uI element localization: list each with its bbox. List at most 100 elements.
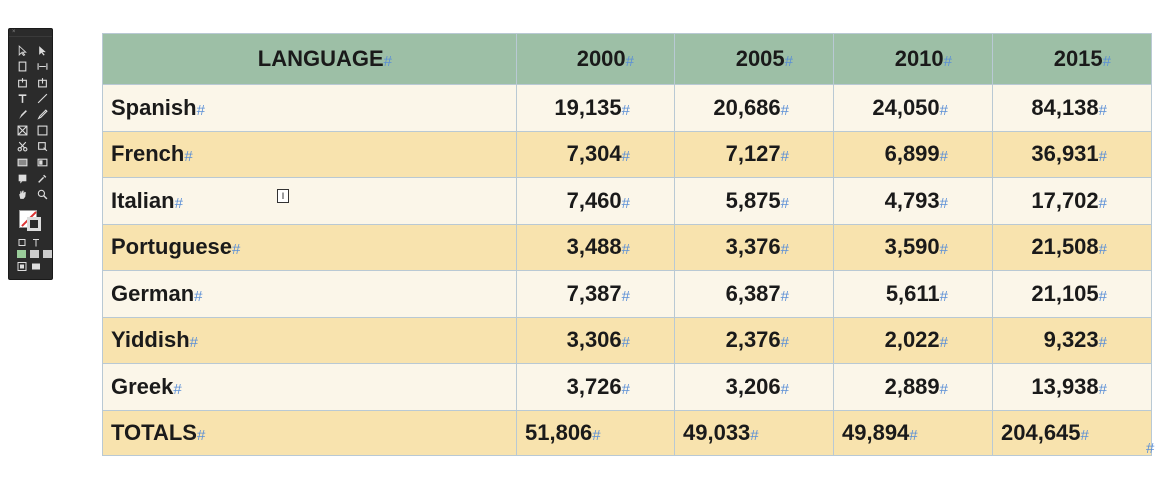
pencil-icon[interactable] [34, 107, 50, 122]
table-row: Greek# 3,726# 3,206# 2,889# 13,938# [102, 363, 1152, 411]
text-insertion-cursor-icon: I [277, 189, 289, 203]
hidden-char-mark: # [939, 287, 948, 305]
panel-grip[interactable]: × [9, 29, 52, 37]
value-cell[interactable]: 5,611# [833, 270, 993, 318]
hidden-char-mark: # [621, 101, 630, 119]
value-cell[interactable]: 3,488# [516, 223, 675, 271]
language-cell[interactable]: Portuguese# [102, 223, 517, 271]
value-cell[interactable]: 3,306# [516, 316, 675, 364]
header-language[interactable]: LANGUAGE# [102, 33, 517, 85]
hidden-char-mark: # [780, 148, 789, 166]
hidden-char-mark: # [1102, 53, 1111, 70]
direct-selection-icon[interactable] [14, 43, 30, 58]
rectangle-icon[interactable] [34, 123, 50, 138]
total-cell[interactable]: 49,033# [674, 409, 834, 456]
table-end-mark: # [1146, 440, 1155, 457]
value-cell[interactable]: 6,387# [674, 270, 834, 318]
value-cell[interactable]: 2,889# [833, 363, 993, 411]
content-placer-icon[interactable] [34, 75, 50, 90]
value-cell[interactable]: 7,304# [516, 130, 675, 178]
value-cell[interactable]: 4,793# [833, 177, 993, 225]
header-2005[interactable]: 2005# [674, 33, 834, 85]
content-collector-icon[interactable] [14, 75, 30, 90]
header-2000[interactable]: 2000# [516, 33, 675, 85]
hidden-char-mark: # [939, 334, 948, 352]
hidden-char-mark: # [621, 148, 630, 166]
hidden-char-mark: # [196, 426, 206, 444]
value-cell[interactable]: 3,726# [516, 363, 675, 411]
hidden-char-mark: # [750, 426, 759, 444]
value-cell[interactable]: 17,702# [992, 177, 1152, 225]
hidden-char-mark: # [909, 426, 918, 444]
value-cell[interactable]: 7,387# [516, 270, 675, 318]
selection-icon[interactable] [34, 43, 50, 58]
note-icon[interactable] [14, 171, 30, 186]
value-cell[interactable]: 5,875# [674, 177, 834, 225]
hidden-char-mark: # [621, 380, 630, 398]
gap-icon[interactable] [34, 59, 50, 74]
pen-icon[interactable] [14, 107, 30, 122]
screen-mode-icon[interactable] [31, 261, 41, 271]
value-cell[interactable]: 3,590# [833, 223, 993, 271]
value-cell[interactable]: 7,460# [516, 177, 675, 225]
header-2015[interactable]: 2015# [992, 33, 1152, 85]
formatting-container-icon[interactable] [17, 237, 27, 247]
hidden-char-mark: # [621, 194, 630, 212]
value-cell[interactable]: 19,135# [516, 84, 675, 132]
value-cell[interactable]: 20,686# [674, 84, 834, 132]
apply-none-icon[interactable] [43, 250, 52, 258]
rectangle-frame-icon[interactable] [14, 123, 30, 138]
total-cell[interactable]: 204,645# [992, 409, 1152, 456]
hidden-char-mark: # [174, 194, 183, 212]
language-cell[interactable]: Italian# [102, 177, 517, 225]
gradient-feather-icon[interactable] [34, 155, 50, 170]
language-cell[interactable]: Greek# [102, 363, 517, 411]
total-cell[interactable]: 51,806# [516, 409, 675, 456]
value-cell[interactable]: 3,206# [674, 363, 834, 411]
value-cell[interactable]: 2,376# [674, 316, 834, 364]
apply-gradient-icon[interactable] [30, 250, 39, 258]
stroke-swatch[interactable] [27, 217, 41, 231]
type-icon[interactable] [14, 91, 30, 106]
value-cell[interactable]: 9,323# [992, 316, 1152, 364]
value-cell[interactable]: 21,105# [992, 270, 1152, 318]
normal-view-icon[interactable] [17, 261, 27, 271]
scissors-icon[interactable] [14, 139, 30, 154]
formatting-text-icon[interactable] [31, 237, 41, 247]
header-2010[interactable]: 2010# [833, 33, 993, 85]
value-cell[interactable]: 13,938# [992, 363, 1152, 411]
language-cell[interactable]: French# [102, 130, 517, 178]
table-row: German# 7,387# 6,387# 5,611# 21,105# [102, 270, 1152, 318]
zoom-icon[interactable] [34, 187, 50, 202]
value-cell[interactable]: 21,508# [992, 223, 1152, 271]
line-icon[interactable] [34, 91, 50, 106]
language-cell[interactable]: Spanish# [102, 84, 517, 132]
hidden-char-mark: # [1098, 287, 1107, 305]
hidden-char-mark: # [939, 101, 948, 119]
hidden-char-mark: # [939, 380, 948, 398]
total-cell[interactable]: 49,894# [833, 409, 993, 456]
value-cell[interactable]: 7,127# [674, 130, 834, 178]
fill-stroke-swatches[interactable] [17, 208, 52, 234]
value-cell[interactable]: 36,931# [992, 130, 1152, 178]
hidden-char-mark: # [780, 241, 789, 259]
hidden-char-mark: # [196, 101, 205, 119]
gradient-swatch-icon[interactable] [14, 155, 30, 170]
language-cell[interactable]: Yiddish# [102, 316, 517, 364]
table-row: French# 7,304# 7,127# 6,899# 36,931# [102, 130, 1152, 178]
value-cell[interactable]: 24,050# [833, 84, 993, 132]
page-icon[interactable] [14, 59, 30, 74]
value-cell[interactable]: 84,138# [992, 84, 1152, 132]
hidden-char-mark: # [232, 241, 241, 259]
tools-grid [9, 37, 52, 202]
value-cell[interactable]: 2,022# [833, 316, 993, 364]
free-transform-icon[interactable] [34, 139, 50, 154]
apply-color-icon[interactable] [17, 250, 26, 258]
value-cell[interactable]: 3,376# [674, 223, 834, 271]
value-cell[interactable]: 6,899# [833, 130, 993, 178]
hand-icon[interactable] [14, 187, 30, 202]
eyedropper-icon[interactable] [34, 171, 50, 186]
language-cell[interactable]: German# [102, 270, 517, 318]
totals-label-cell[interactable]: TOTALS# [102, 409, 517, 456]
hidden-char-mark: # [621, 287, 630, 305]
